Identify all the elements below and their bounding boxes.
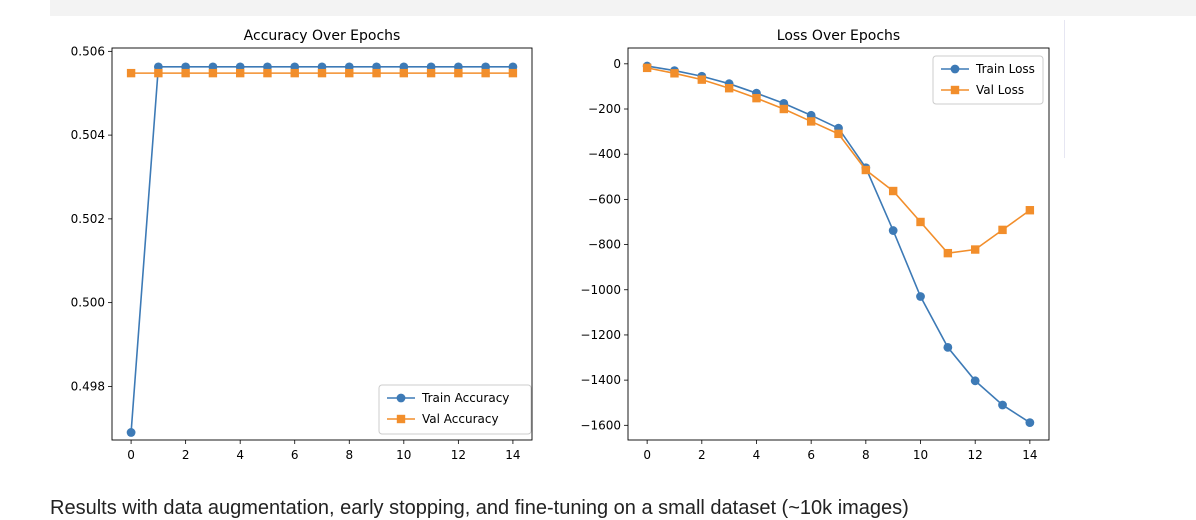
x-tick-label: 12 (451, 448, 466, 462)
x-tick-label: 0 (643, 448, 651, 462)
data-point (888, 226, 898, 235)
data-point (943, 248, 953, 258)
legend-marker (950, 85, 960, 95)
data-point (916, 217, 925, 227)
data-point (724, 84, 734, 93)
x-tick-label: 10 (913, 448, 928, 462)
legend-box (932, 55, 1044, 105)
data-point (181, 68, 190, 78)
legend: Train Loss Val Loss (932, 55, 1044, 105)
data-point (399, 68, 409, 78)
y-tick-label: 0.504 (71, 128, 105, 142)
data-point (888, 186, 898, 196)
legend: Train Accuracy Val Accuracy (378, 384, 532, 435)
x-tick-label: 2 (182, 448, 190, 462)
x-tick-label: 12 (968, 448, 983, 462)
y-tick-label: −400 (588, 147, 621, 161)
legend-label: Train Loss (975, 62, 1035, 76)
chart-panel-accuracy: Accuracy Over Epochs 0 2 4 6 8 10 12 14 0.498 0.50… (71, 28, 533, 462)
x-tick-label: 6 (291, 448, 299, 462)
y-tick-label: −800 (588, 238, 621, 252)
top-band (50, 0, 1196, 16)
x-tick-label: 0 (127, 448, 135, 462)
data-point (970, 376, 980, 386)
data-point (208, 68, 218, 78)
data-point (697, 75, 707, 84)
chart-panel-loss: Loss Over Epochs 0 2 4 6 8 10 12 14 0 −200 −400 −600… (580, 28, 1050, 462)
series-line-train (130, 66, 513, 433)
data-point (426, 68, 436, 78)
legend-marker (950, 64, 960, 74)
x-tick-label: 6 (807, 448, 815, 462)
x-tick-label: 8 (862, 448, 870, 462)
figure-caption: Results with data augmentation, early st… (50, 497, 909, 519)
y-tick-label: −1200 (580, 328, 621, 342)
data-point (861, 165, 871, 175)
y-tick-label: 0.506 (71, 44, 105, 58)
y-tick-label: 0.500 (71, 296, 105, 310)
series-line-train (647, 65, 1031, 424)
y-tick-label: −600 (588, 192, 621, 206)
data-point (943, 342, 953, 352)
data-point (779, 104, 789, 114)
plot-frame (627, 47, 1050, 441)
data-point (345, 68, 354, 78)
data-point (998, 400, 1007, 410)
x-tick-label: 14 (1022, 448, 1037, 462)
y-tick-label: 0.502 (71, 212, 105, 226)
x-tick-label: 4 (236, 448, 244, 462)
y-tick-label: −200 (588, 102, 621, 116)
y-tick-label: 0 (613, 57, 621, 71)
data-point (670, 69, 679, 78)
data-point (834, 129, 843, 139)
data-point (970, 245, 980, 254)
data-point (1025, 418, 1035, 428)
training-curves-figure: Accuracy Over Epochs 0 2 4 6 8 10 12 14 0.498 0.50… (71, 28, 1050, 462)
data-point (290, 68, 299, 78)
chart-title: Loss Over Epochs (777, 28, 900, 44)
data-point (126, 68, 136, 78)
data-point (508, 68, 518, 78)
y-tick-label: 0.498 (71, 379, 105, 393)
panel-divider (1064, 20, 1065, 158)
data-point (235, 68, 245, 78)
x-tick-label: 14 (505, 448, 520, 462)
data-point (806, 117, 816, 126)
legend-marker (396, 393, 406, 403)
data-point (126, 428, 136, 437)
data-point (752, 93, 761, 103)
y-tick-label: −1000 (580, 283, 621, 297)
legend-label: Val Accuracy (422, 412, 499, 426)
legend-label: Val Loss (976, 83, 1024, 97)
plot-frame (111, 47, 533, 441)
chart-title: Accuracy Over Epochs (244, 28, 401, 44)
legend-label: Train Accuracy (421, 391, 509, 405)
x-tick-label: 8 (345, 448, 353, 462)
x-tick-label: 4 (753, 448, 761, 462)
data-point (263, 68, 272, 78)
data-point (454, 68, 463, 78)
data-point (642, 63, 652, 73)
x-tick-label: 2 (698, 448, 706, 462)
data-point (372, 68, 381, 78)
legend-marker (396, 414, 406, 424)
data-point (317, 68, 327, 78)
data-point (998, 225, 1007, 235)
x-tick-label: 10 (396, 448, 411, 462)
legend-box (378, 384, 532, 435)
data-point (1025, 206, 1035, 215)
data-point (481, 68, 490, 78)
y-tick-label: −1600 (580, 418, 621, 432)
y-tick-label: −1400 (580, 373, 621, 387)
data-point (154, 68, 163, 78)
data-point (916, 292, 925, 301)
